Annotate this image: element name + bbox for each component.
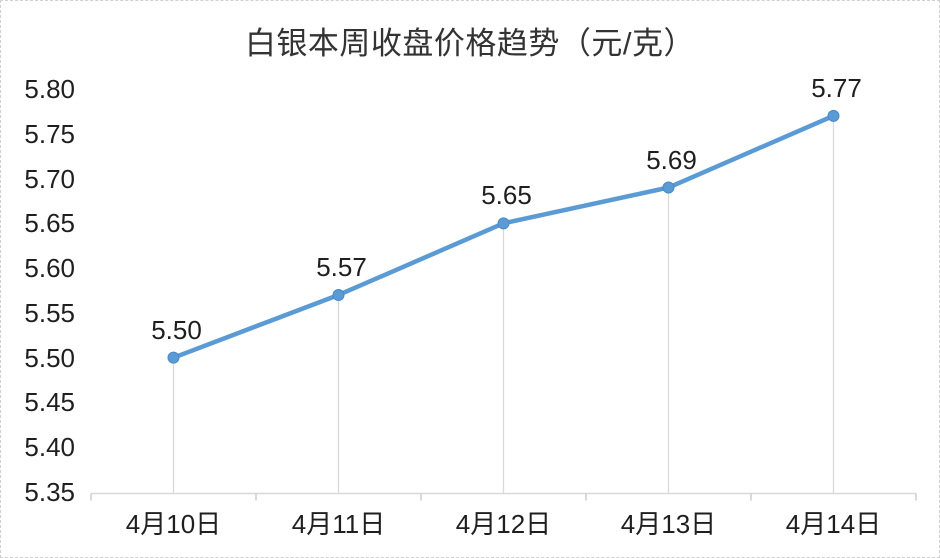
x-axis-tick-label: 4月10日: [125, 509, 222, 539]
y-axis-tick-label: 5.60: [24, 253, 75, 284]
data-point-label: 5.77: [811, 72, 862, 103]
data-point-label: 5.65: [481, 180, 532, 211]
y-axis-tick-label: 5.80: [24, 74, 75, 104]
data-point-label: 5.69: [646, 144, 697, 175]
x-axis-tick-label: 4月14日: [785, 509, 882, 539]
y-axis-tick-label: 5.35: [24, 477, 75, 507]
x-axis-tick-label: 4月11日: [291, 509, 386, 539]
chart-title: 白银本周收盘价格趋势（元/克）: [244, 26, 696, 61]
y-axis-tick-label: 5.75: [24, 118, 75, 149]
y-axis-tick-label: 5.40: [24, 432, 75, 463]
y-axis-tick-label: 5.65: [24, 208, 75, 239]
y-axis-tick-label: 5.70: [24, 163, 75, 194]
data-point-label: 5.57: [316, 251, 367, 282]
x-axis-tick-label: 4月13日: [620, 509, 717, 539]
x-axis-tick-label: 4月12日: [455, 509, 552, 539]
data-point-label: 5.50: [151, 314, 202, 345]
y-axis-tick-label: 5.50: [24, 342, 75, 373]
y-axis-tick-label: 5.45: [24, 387, 75, 418]
y-axis-tick-label: 5.55: [24, 297, 75, 328]
